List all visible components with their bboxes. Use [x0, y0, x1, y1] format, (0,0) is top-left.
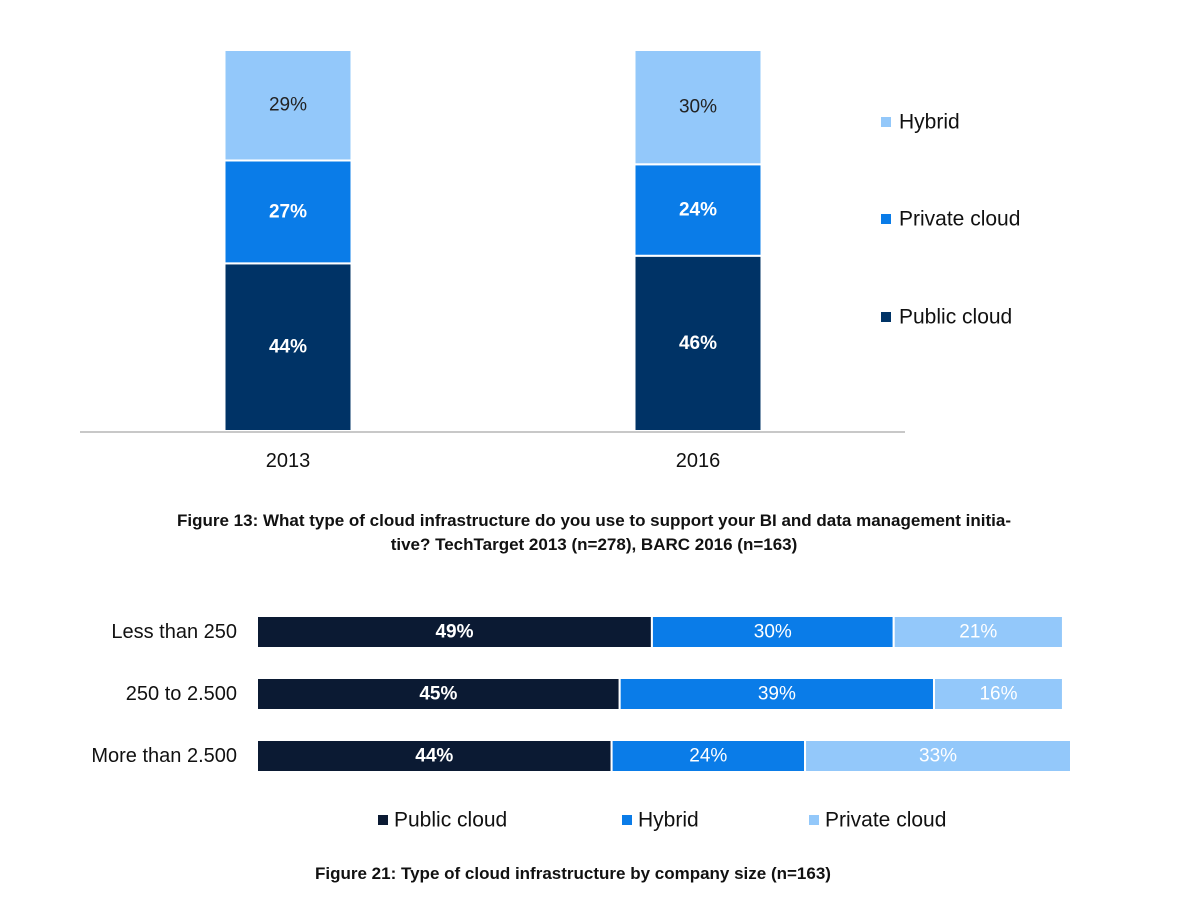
legend-swatch-private-cloud	[809, 815, 819, 825]
x-tick-label-2016: 2016	[676, 450, 721, 472]
legend-label-public-cloud: Public cloud	[394, 809, 507, 832]
x-tick-label-2013: 2013	[266, 450, 311, 472]
data-label-public-cloud-2016: 46%	[679, 333, 717, 354]
y-tick-label-250-to-2-500: 250 to 2.500	[126, 683, 237, 705]
bar-public-cloud-2016	[633, 254, 763, 432]
data-label-private-cloud-2013: 27%	[269, 201, 307, 222]
bar-private-cloud-more-than-2-500	[804, 739, 1072, 773]
legend-label-hybrid: Hybrid	[899, 111, 960, 134]
bar-public-cloud-250-to-2-500	[256, 677, 621, 711]
data-label-hybrid-less-than-250: 30%	[754, 622, 792, 643]
legend-label-hybrid: Hybrid	[638, 809, 699, 832]
bar-hybrid-2016	[633, 49, 763, 166]
data-label-private-cloud-250-to-2-500: 16%	[979, 684, 1017, 705]
legend-swatch-private-cloud	[881, 214, 891, 224]
horizontal-stacked-bar-chart: 49% 30% 21% Less than 250 45% 39% 16% 250 to 2.…	[91, 615, 1072, 883]
bar-hybrid-250-to-2-500	[618, 677, 935, 711]
data-label-public-cloud-250-to-2-500: 45%	[419, 684, 457, 705]
figure-21-caption: Figure 21: Type of cloud infrastructure …	[315, 864, 831, 883]
data-label-public-cloud-2013: 44%	[269, 337, 307, 358]
figure-13-caption-line-2: tive? TechTarget 2013 (n=278), BARC 2016…	[391, 535, 798, 554]
y-tick-label-more-than-2-500: More than 2.500	[91, 745, 237, 767]
y-tick-label-less-than-250: Less than 250	[111, 621, 237, 643]
vertical-stacked-bar-chart: 44% 27% 29% 2013 46% 24% 30% 2016 Hybrid Private …	[80, 49, 1020, 554]
data-label-hybrid-2013: 29%	[269, 95, 307, 116]
legend-swatch-public-cloud	[881, 312, 891, 322]
bar-public-cloud-2013	[223, 262, 353, 432]
legend-swatch-hybrid	[881, 117, 891, 127]
legend-swatch-public-cloud	[378, 815, 388, 825]
data-label-hybrid-more-than-2-500: 24%	[689, 746, 727, 767]
legend-label-public-cloud: Public cloud	[899, 306, 1012, 329]
data-label-public-cloud-less-than-250: 49%	[435, 622, 473, 643]
data-label-public-cloud-more-than-2-500: 44%	[415, 746, 453, 767]
bar-private-cloud-250-to-2-500	[932, 677, 1064, 711]
figure-13-caption-line-1: Figure 13: What type of cloud infrastruc…	[177, 511, 1011, 530]
bar-hybrid-2013	[223, 49, 353, 162]
bar-private-cloud-2016	[633, 163, 763, 257]
legend-label-private-cloud: Private cloud	[825, 809, 946, 832]
data-label-private-cloud-more-than-2-500: 33%	[919, 746, 957, 767]
data-label-private-cloud-2016: 24%	[679, 200, 717, 221]
legend-label-private-cloud: Private cloud	[899, 208, 1020, 231]
data-label-hybrid-250-to-2-500: 39%	[758, 684, 796, 705]
bar-private-cloud-2013	[223, 159, 353, 265]
bar-private-cloud-less-than-250	[892, 615, 1064, 649]
legend-swatch-hybrid	[622, 815, 632, 825]
data-label-hybrid-2016: 30%	[679, 97, 717, 118]
data-label-private-cloud-less-than-250: 21%	[959, 622, 997, 643]
bar-hybrid-more-than-2-500	[610, 739, 807, 773]
bar-public-cloud-more-than-2-500	[256, 739, 613, 773]
